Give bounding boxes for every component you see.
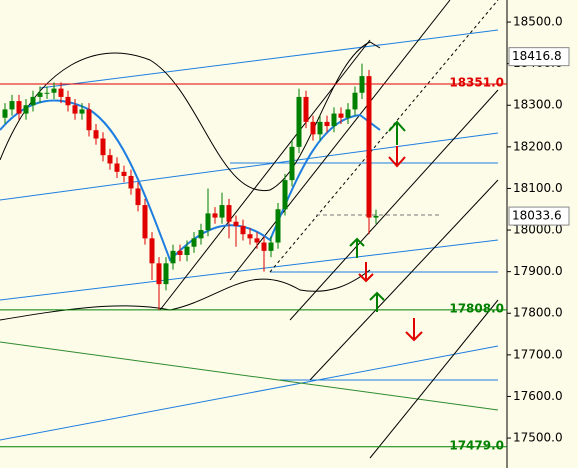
candle-body — [163, 263, 169, 285]
arrow-up — [388, 120, 406, 145]
level-label: 17479.0 — [449, 438, 504, 452]
candle-body — [275, 209, 281, 243]
trendline — [0, 345, 499, 441]
candle-body — [135, 188, 141, 206]
candle-body — [219, 205, 225, 218]
channel-line — [369, 299, 499, 459]
candle-body — [240, 225, 246, 235]
candle-body — [86, 109, 92, 131]
candle-body — [30, 96, 36, 106]
candle-body — [156, 263, 162, 285]
channel-line — [289, 89, 499, 321]
candle-body — [121, 171, 127, 176]
candle-body — [2, 109, 8, 118]
candle-body — [93, 130, 99, 139]
signal-arrows — [349, 120, 423, 342]
candle-body — [289, 146, 295, 181]
price-marker — [508, 47, 570, 67]
candle-body — [58, 88, 64, 97]
y-tick-label: 17600.0 — [513, 389, 563, 403]
y-tick-label: 17900.0 — [513, 264, 563, 278]
candle-body — [373, 215, 379, 218]
candle-body — [254, 238, 260, 243]
candle-body — [345, 109, 351, 118]
candle-body — [142, 205, 148, 239]
candle-body — [16, 101, 22, 114]
channel-line — [229, 0, 451, 281]
bollinger-band — [0, 41, 381, 191]
candle-body — [310, 121, 316, 135]
candle-body — [198, 230, 204, 239]
candle-body — [177, 250, 183, 256]
level-label: 18351.0 — [449, 76, 504, 90]
candle-body — [296, 96, 302, 147]
candle-body — [44, 92, 50, 94]
candle-body — [366, 76, 372, 218]
candle-body — [79, 109, 85, 114]
candle-body — [233, 221, 239, 226]
y-tick-label: 17700.0 — [513, 347, 563, 361]
channel-line — [309, 179, 499, 381]
drawings — [0, 0, 499, 459]
y-tick-label: 18000.0 — [513, 223, 563, 237]
candle-body — [331, 113, 337, 127]
y-tick-label: 18500.0 — [513, 15, 563, 29]
arrow-up — [369, 291, 385, 312]
candle-body — [51, 88, 57, 93]
y-tick-label: 17500.0 — [513, 431, 563, 445]
candle-body — [107, 155, 113, 164]
candle-body — [23, 105, 29, 114]
candle-body — [37, 92, 43, 97]
trendline — [0, 132, 499, 201]
trendline — [0, 239, 499, 301]
candle-body — [9, 101, 15, 110]
candle-body — [247, 234, 253, 239]
candle-body — [282, 180, 288, 210]
candle-body — [352, 92, 358, 110]
trendline — [0, 341, 499, 411]
candle-body — [205, 213, 211, 231]
candle-body — [212, 213, 218, 218]
price-marker-label: 18416.8 — [512, 49, 562, 63]
arrow-down — [405, 318, 423, 342]
candle-body — [170, 250, 176, 264]
y-tick-label: 17800.0 — [513, 306, 563, 320]
candle-body — [268, 242, 274, 251]
candle-body — [114, 163, 120, 172]
level-label: 17808.0 — [449, 301, 504, 315]
price-marker-label: 18033.6 — [512, 209, 562, 223]
candle-body — [226, 205, 232, 222]
y-tick-label: 18100.0 — [513, 181, 563, 195]
arrow-up — [349, 237, 365, 258]
candle-body — [65, 96, 71, 106]
y-tick-label: 18300.0 — [513, 98, 563, 112]
candle-body — [100, 138, 106, 156]
candle-body — [303, 96, 309, 122]
candle-body — [359, 76, 365, 93]
candle-body — [338, 113, 344, 118]
price-marker — [508, 206, 570, 226]
candle-body — [191, 238, 197, 247]
bollinger-band — [0, 269, 371, 321]
candle-body — [128, 175, 134, 189]
candle-body — [261, 242, 267, 251]
trendline — [39, 29, 499, 89]
arrow-down — [388, 146, 406, 168]
channel-line — [269, 0, 499, 273]
moving-average — [0, 99, 381, 262]
arrow-down — [358, 262, 374, 283]
y-tick-label: 18200.0 — [513, 139, 563, 153]
candle-body — [149, 238, 155, 264]
candle-body — [317, 121, 323, 135]
candle-body — [184, 246, 190, 256]
candle-body — [324, 121, 330, 127]
candle-body — [72, 105, 78, 114]
